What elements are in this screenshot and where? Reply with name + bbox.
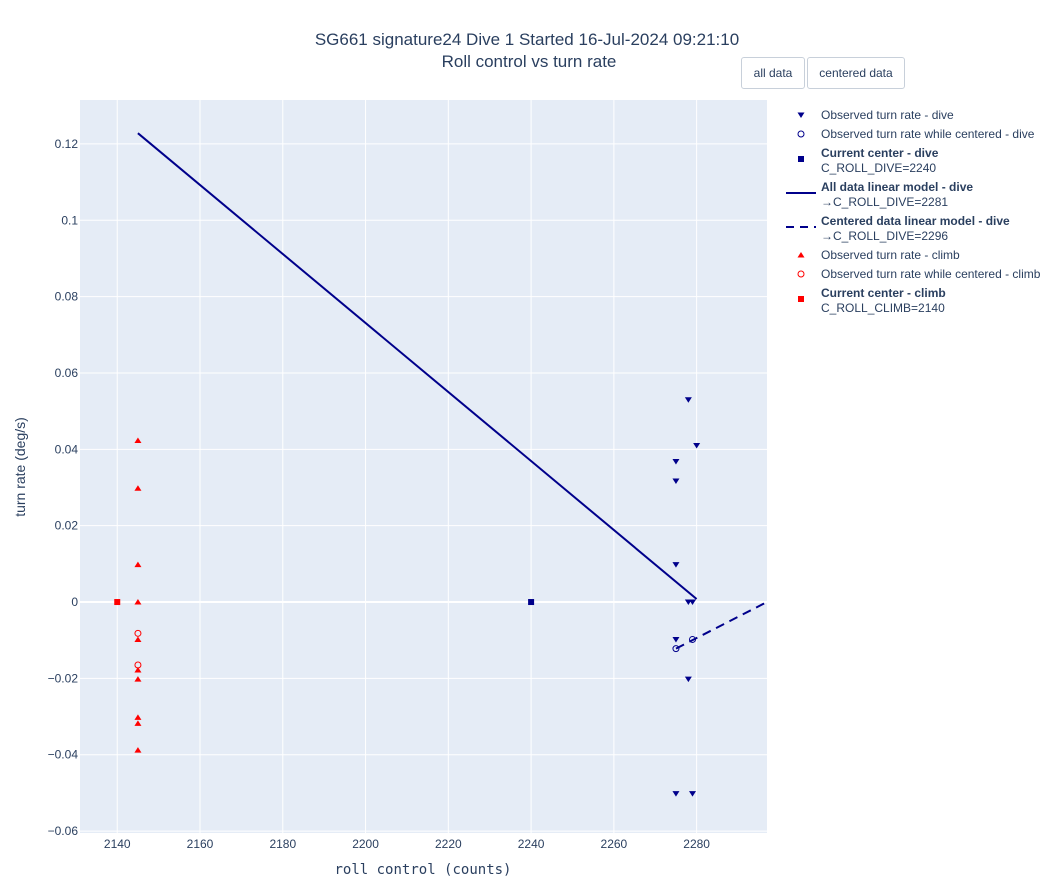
data-point: [134, 720, 142, 726]
legend-sublabel: →C_ROLL_DIVE=2296: [821, 229, 948, 243]
series-line: [137, 132, 698, 600]
x-tick-label: 2140: [104, 837, 131, 851]
x-tick-label: 2200: [352, 837, 379, 851]
data-point: [528, 599, 535, 606]
y-tick-label: 0.08: [55, 290, 79, 304]
data-point: [134, 485, 142, 491]
all-data-button[interactable]: all data: [741, 57, 805, 89]
legend-label: Current center - dive: [821, 146, 939, 160]
data-point: [134, 666, 142, 673]
plot-area: [80, 100, 767, 833]
data-point: [672, 562, 680, 568]
data-point: [114, 599, 121, 606]
x-tick-label: 2240: [518, 837, 545, 851]
y-tick-label: −0.02: [48, 671, 79, 685]
legend-sublabel: →C_ROLL_DIVE=2281: [821, 195, 948, 209]
y-axis-title: turn rate (deg/s): [12, 417, 28, 517]
legend-item-all-data-linear-model-dive[interactable]: All data linear model - dive→C_ROLL_DIVE…: [786, 180, 973, 209]
y-tick-label: 0.04: [55, 442, 79, 456]
grid-lines: [80, 100, 767, 833]
y-tick-label: 0.06: [55, 366, 79, 380]
x-tick-label: 2220: [435, 837, 462, 851]
series-centered-data-linear-model-dive: [675, 601, 768, 650]
series-all-data-linear-model-dive: [137, 132, 698, 600]
x-axis-title: roll control (counts): [334, 862, 511, 878]
legend-label: Observed turn rate while centered - dive: [821, 127, 1035, 141]
series-observed-turn-rate-dive: [672, 397, 701, 797]
x-tick-label: 2260: [601, 837, 628, 851]
y-tick-label: −0.04: [48, 748, 79, 762]
legend-label: Observed turn rate - climb: [821, 248, 960, 262]
y-tick-label: 0: [71, 595, 78, 609]
data-point: [134, 714, 142, 720]
y-tick-label: 0.1: [61, 213, 78, 227]
series-line: [675, 601, 768, 650]
legend-label: Centered data linear model - dive: [821, 214, 1010, 228]
data-point: [134, 437, 142, 444]
legend: Observed turn rate - dive Observed turn r…: [786, 108, 1041, 315]
legend-symbol: [797, 130, 805, 138]
data-point: [134, 676, 142, 682]
data-point: [672, 459, 680, 465]
data-layer: [114, 132, 768, 797]
x-tick-label: 2180: [269, 837, 296, 851]
series-current-center-climb: [114, 599, 121, 606]
legend-item-observed-turn-rate-dive[interactable]: Observed turn rate - dive: [797, 108, 955, 122]
legend-sublabel: C_ROLL_CLIMB=2140: [821, 301, 945, 315]
legend-symbol: [797, 270, 805, 278]
data-point: [672, 478, 680, 485]
legend-item-observed-turn-rate-while-centered-climb[interactable]: Observed turn rate while centered - clim…: [797, 267, 1041, 281]
legend-label: Observed turn rate while centered - clim…: [821, 267, 1041, 281]
centered-data-button[interactable]: centered data: [807, 57, 905, 89]
y-tick-label: −0.06: [48, 824, 79, 838]
data-point: [684, 676, 692, 683]
legend-label: All data linear model - dive: [821, 180, 973, 194]
data-point: [134, 599, 142, 605]
legend-label: Observed turn rate - dive: [821, 108, 954, 122]
x-tick-label: 2160: [187, 837, 214, 851]
data-point: [672, 645, 680, 653]
y-tick-label: 0.12: [55, 137, 79, 151]
series-observed-turn-rate-climb: [134, 437, 142, 753]
data-point: [689, 599, 697, 606]
legend-symbol: [797, 112, 805, 118]
chart-title: SG661 signature24 Dive 1 Started 16-Jul-…: [315, 30, 739, 49]
y-tick-label: 0.02: [55, 519, 79, 533]
data-point: [689, 791, 697, 797]
data-point: [134, 661, 142, 669]
data-point: [672, 791, 680, 797]
legend-label: Current center - climb: [821, 286, 946, 300]
chart-subtitle: Roll control vs turn rate: [442, 52, 617, 71]
data-point: [684, 397, 692, 403]
data-point: [134, 561, 142, 568]
legend-sublabel: C_ROLL_DIVE=2240: [821, 161, 936, 175]
legend-item-centered-data-linear-model-dive[interactable]: Centered data linear model - dive→C_ROLL…: [786, 214, 1010, 243]
data-point: [134, 636, 142, 642]
series-current-center-dive: [528, 599, 535, 606]
legend-symbol: [798, 296, 804, 302]
data-point: [134, 747, 142, 753]
data-point: [693, 443, 701, 449]
series-observed-turn-rate-while-centered-climb: [134, 629, 142, 669]
data-point: [134, 629, 142, 637]
legend-item-observed-turn-rate-while-centered-dive[interactable]: Observed turn rate while centered - dive: [797, 127, 1035, 141]
tick-labels: 2140 2160 2180 2200 2220 2240 2260 2280 −0.06 −0.…: [48, 137, 711, 851]
legend-item-observed-turn-rate-climb[interactable]: Observed turn rate - climb: [797, 248, 961, 262]
legend-symbol: [797, 252, 805, 258]
data-point: [672, 636, 680, 643]
x-tick-label: 2280: [683, 837, 710, 851]
legend-symbol: [798, 156, 804, 162]
